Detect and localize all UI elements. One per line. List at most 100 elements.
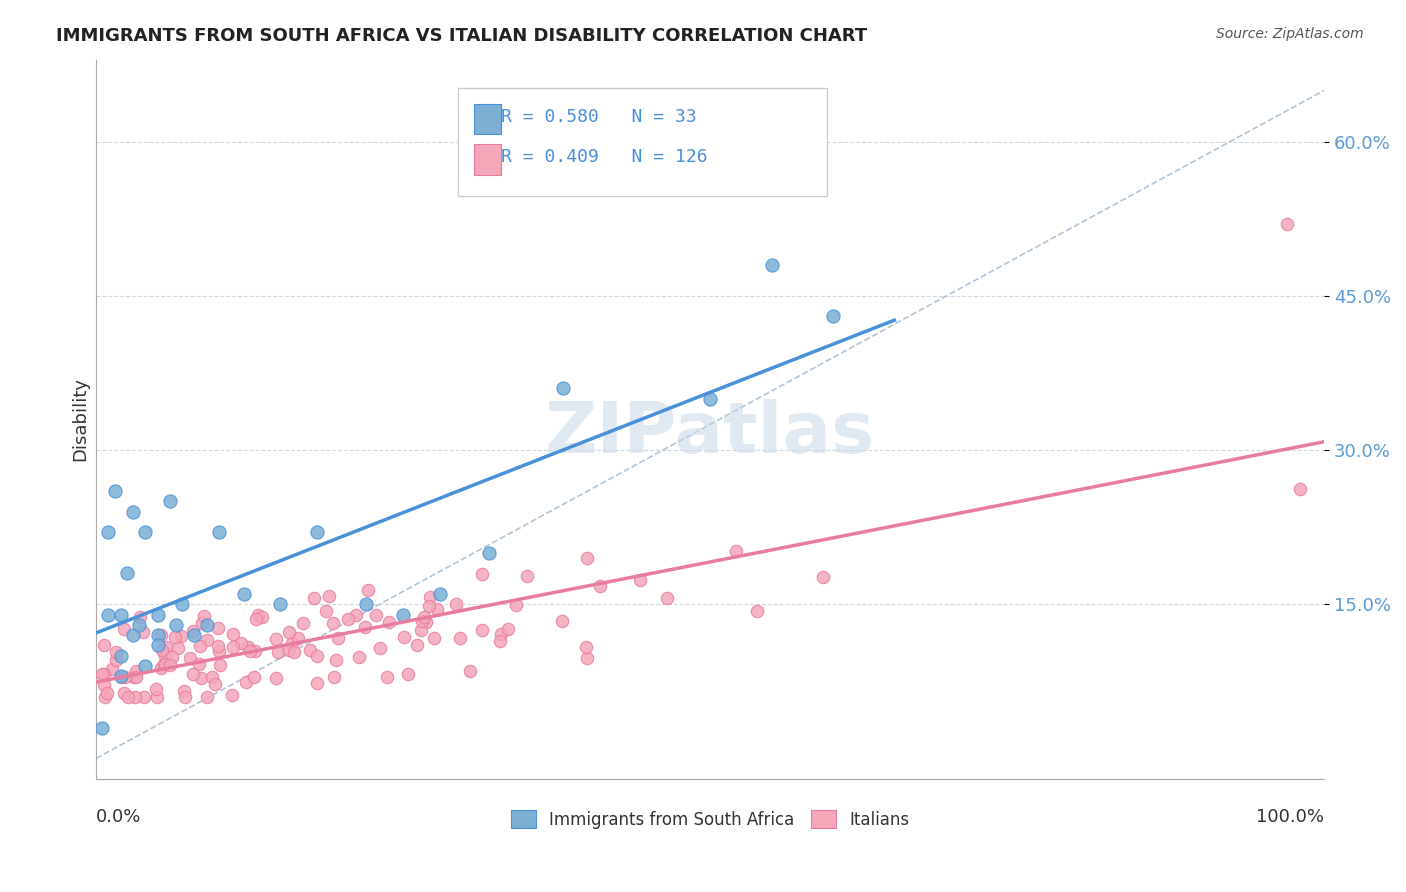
Text: IMMIGRANTS FROM SOUTH AFRICA VS ITALIAN DISABILITY CORRELATION CHART: IMMIGRANTS FROM SOUTH AFRICA VS ITALIAN … xyxy=(56,27,868,45)
Point xyxy=(325,653,347,667)
Point xyxy=(145,681,167,696)
Point xyxy=(93,690,115,704)
Point xyxy=(181,624,204,638)
Point xyxy=(269,597,291,611)
Point xyxy=(188,640,211,654)
Y-axis label: Disability: Disability xyxy=(72,377,89,461)
Point xyxy=(576,651,599,665)
Point xyxy=(122,670,145,684)
Point xyxy=(264,632,287,646)
Point xyxy=(174,690,197,704)
Point xyxy=(115,566,138,581)
Point xyxy=(122,628,145,642)
Point xyxy=(131,624,153,639)
Point xyxy=(195,690,218,704)
Point xyxy=(589,579,612,593)
Point xyxy=(117,690,139,704)
Point xyxy=(478,546,501,560)
Point xyxy=(505,598,527,612)
Point xyxy=(496,622,519,636)
Point xyxy=(315,605,337,619)
Point xyxy=(112,622,135,636)
Point xyxy=(305,648,328,663)
Point xyxy=(423,631,446,645)
Point xyxy=(100,662,122,676)
Point xyxy=(446,597,468,611)
Point xyxy=(145,690,167,704)
Point xyxy=(183,628,205,642)
Point xyxy=(396,666,419,681)
Point xyxy=(163,630,186,644)
Point xyxy=(235,674,257,689)
Point xyxy=(489,627,512,641)
Point xyxy=(336,612,359,626)
Point xyxy=(150,642,173,657)
Point xyxy=(128,609,150,624)
Point xyxy=(267,645,290,659)
Point xyxy=(283,645,305,659)
Point xyxy=(149,628,172,642)
Point xyxy=(419,591,441,605)
Point xyxy=(699,392,721,406)
Point xyxy=(471,623,494,637)
Point xyxy=(97,607,120,622)
Point xyxy=(411,623,433,637)
Point xyxy=(195,617,218,632)
Text: R = 0.409   N = 126: R = 0.409 N = 126 xyxy=(502,148,709,166)
Point xyxy=(146,628,169,642)
Text: Source: ZipAtlas.com: Source: ZipAtlas.com xyxy=(1216,27,1364,41)
Point xyxy=(91,666,114,681)
Text: 100.0%: 100.0% xyxy=(1256,807,1324,826)
Point xyxy=(155,640,177,655)
Point xyxy=(287,631,309,645)
Point xyxy=(195,632,218,647)
Point xyxy=(134,659,156,673)
Point xyxy=(222,627,245,641)
Point xyxy=(250,609,273,624)
Point xyxy=(307,525,329,540)
Point xyxy=(191,615,214,630)
Point xyxy=(628,573,651,587)
Point xyxy=(128,617,150,632)
Point xyxy=(221,689,243,703)
Point xyxy=(449,631,471,645)
Point xyxy=(415,615,437,629)
Point xyxy=(375,670,398,684)
Point xyxy=(281,636,304,650)
Point xyxy=(411,614,433,628)
Point xyxy=(292,615,315,630)
Point xyxy=(575,640,598,654)
Text: ZIPatlas: ZIPatlas xyxy=(546,399,875,468)
Point xyxy=(231,636,253,650)
Point xyxy=(125,670,148,684)
Point xyxy=(170,628,193,642)
Point xyxy=(347,649,370,664)
Point xyxy=(97,525,120,540)
Point xyxy=(238,640,260,654)
Point xyxy=(368,641,391,656)
Point xyxy=(222,640,245,654)
Point xyxy=(366,607,388,622)
Point xyxy=(104,645,127,659)
Text: 0.0%: 0.0% xyxy=(96,807,142,826)
Point xyxy=(91,721,114,735)
Point xyxy=(159,657,181,672)
Point xyxy=(413,610,436,624)
Point xyxy=(243,669,266,683)
Point xyxy=(551,614,574,628)
Point xyxy=(761,258,783,272)
Point xyxy=(187,657,209,671)
Point xyxy=(96,686,118,700)
Point xyxy=(181,666,204,681)
Point xyxy=(323,670,346,684)
Point xyxy=(162,650,184,665)
Point xyxy=(353,620,375,634)
Point xyxy=(299,642,322,657)
Point xyxy=(208,643,231,657)
Point xyxy=(516,569,538,583)
Point xyxy=(357,582,380,597)
Point xyxy=(155,649,177,664)
Point xyxy=(429,587,451,601)
Point xyxy=(655,591,678,605)
Point xyxy=(246,608,269,623)
